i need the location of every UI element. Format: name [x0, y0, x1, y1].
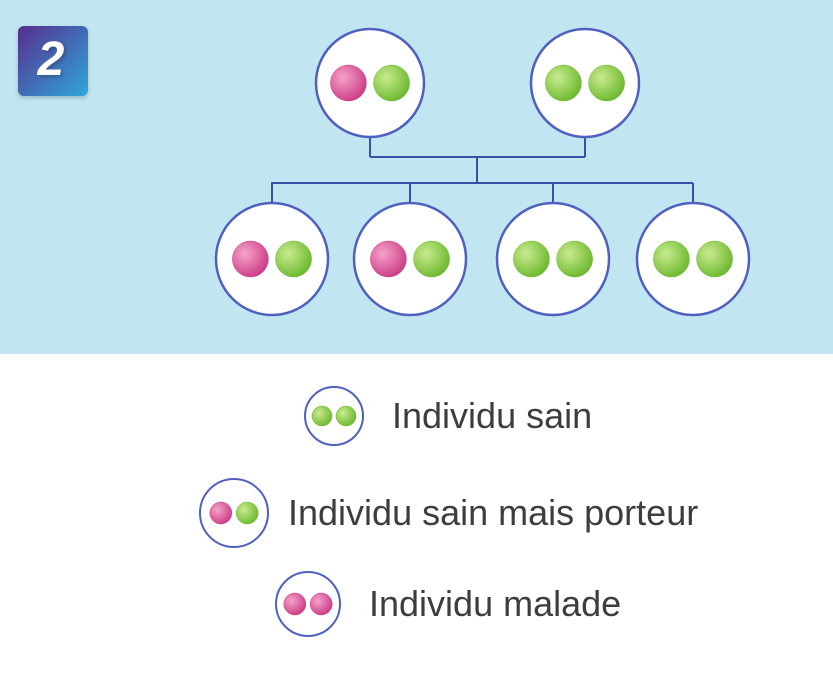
pedigree-panel: 2 — [0, 0, 833, 354]
legend-panel: Individu sain Individu sain mais porteur I… — [0, 354, 833, 692]
legend-icon — [274, 570, 342, 638]
legend-row: Individu sain mais porteur — [198, 477, 698, 549]
legend-row: Individu sain — [303, 385, 592, 447]
legend-label: Individu sain — [392, 395, 592, 437]
legend-row: Individu malade — [274, 570, 621, 638]
pedigree-diagram — [0, 0, 833, 354]
legend-icon — [303, 385, 365, 447]
legend-label: Individu sain mais porteur — [288, 492, 698, 534]
legend-label: Individu malade — [369, 583, 621, 625]
legend-icon — [198, 477, 270, 549]
